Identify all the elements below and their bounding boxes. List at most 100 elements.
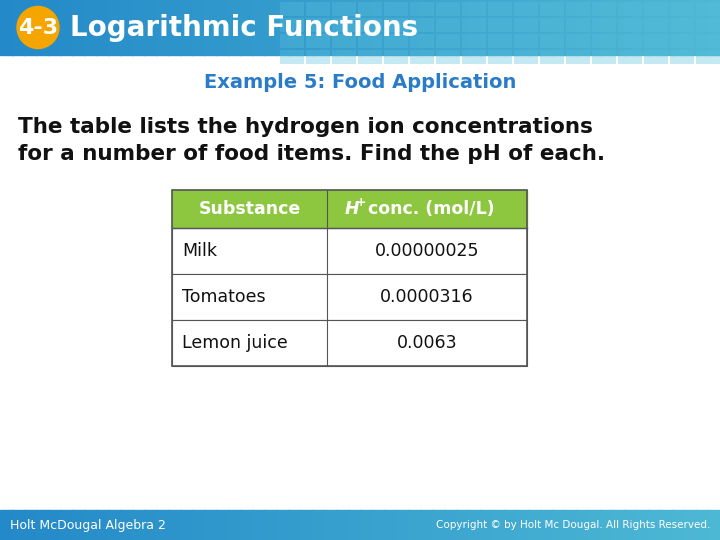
Text: Logarithmic Functions: Logarithmic Functions (70, 14, 418, 42)
Bar (172, 190, 527, 366)
Bar (192, 510, 205, 540)
Bar (36, 510, 49, 540)
Bar (618, 18, 642, 32)
Bar (672, 510, 685, 540)
Bar (384, 50, 408, 64)
Bar (410, 18, 434, 32)
Bar (358, 18, 382, 32)
Bar (432, 510, 445, 540)
Bar (144, 510, 157, 540)
Bar (636, 510, 649, 540)
Bar (618, 50, 642, 64)
Bar (514, 50, 538, 64)
Bar (306, 34, 330, 48)
Bar (324, 0, 337, 55)
Bar (644, 18, 668, 32)
Bar (280, 18, 304, 32)
Bar (48, 0, 61, 55)
Bar (372, 510, 385, 540)
Bar (540, 510, 553, 540)
Bar (396, 0, 409, 55)
Bar (144, 0, 157, 55)
Bar (480, 510, 493, 540)
Bar (410, 50, 434, 64)
Bar (588, 510, 601, 540)
Bar (216, 0, 229, 55)
Text: The table lists the hydrogen ion concentrations: The table lists the hydrogen ion concent… (18, 117, 593, 137)
Bar (280, 34, 304, 48)
Bar (360, 0, 373, 55)
Bar (384, 34, 408, 48)
Bar (172, 228, 527, 274)
Bar (566, 34, 590, 48)
Bar (332, 2, 356, 16)
Bar (564, 510, 577, 540)
Bar (566, 18, 590, 32)
Bar (12, 510, 25, 540)
Bar (708, 0, 720, 55)
Bar (132, 510, 145, 540)
Bar (436, 18, 460, 32)
Bar (0, 510, 13, 540)
Bar (588, 0, 601, 55)
Bar (488, 50, 512, 64)
Bar (492, 0, 505, 55)
Bar (336, 510, 349, 540)
Bar (276, 0, 289, 55)
Bar (514, 2, 538, 16)
Bar (672, 0, 685, 55)
Bar (504, 510, 517, 540)
Bar (492, 510, 505, 540)
Bar (156, 0, 169, 55)
Bar (240, 0, 253, 55)
Bar (72, 0, 85, 55)
Bar (180, 0, 193, 55)
Bar (514, 34, 538, 48)
Bar (696, 0, 709, 55)
Bar (540, 34, 564, 48)
Bar (312, 510, 325, 540)
Bar (624, 0, 637, 55)
Bar (696, 50, 720, 64)
Bar (644, 2, 668, 16)
Bar (306, 18, 330, 32)
Bar (444, 0, 457, 55)
Bar (576, 0, 589, 55)
Bar (660, 0, 673, 55)
Bar (462, 50, 486, 64)
Bar (480, 0, 493, 55)
Bar (72, 510, 85, 540)
Bar (648, 510, 661, 540)
Bar (612, 510, 625, 540)
Bar (264, 0, 277, 55)
Bar (108, 0, 121, 55)
Bar (552, 510, 565, 540)
Bar (552, 0, 565, 55)
Bar (168, 0, 181, 55)
Bar (462, 2, 486, 16)
Bar (288, 0, 301, 55)
Bar (670, 18, 694, 32)
Bar (540, 18, 564, 32)
Bar (156, 510, 169, 540)
Bar (60, 0, 73, 55)
Bar (276, 510, 289, 540)
Text: 0.00000025: 0.00000025 (374, 242, 480, 260)
Bar (120, 0, 133, 55)
Bar (624, 510, 637, 540)
Bar (48, 510, 61, 540)
Bar (108, 510, 121, 540)
Bar (264, 510, 277, 540)
Bar (120, 510, 133, 540)
Bar (324, 510, 337, 540)
Bar (408, 510, 421, 540)
Bar (420, 510, 433, 540)
Bar (684, 0, 697, 55)
Bar (644, 50, 668, 64)
Bar (228, 0, 241, 55)
Bar (360, 510, 373, 540)
Bar (456, 0, 469, 55)
Text: Tomatoes: Tomatoes (182, 288, 266, 306)
Bar (612, 0, 625, 55)
Bar (172, 320, 527, 366)
